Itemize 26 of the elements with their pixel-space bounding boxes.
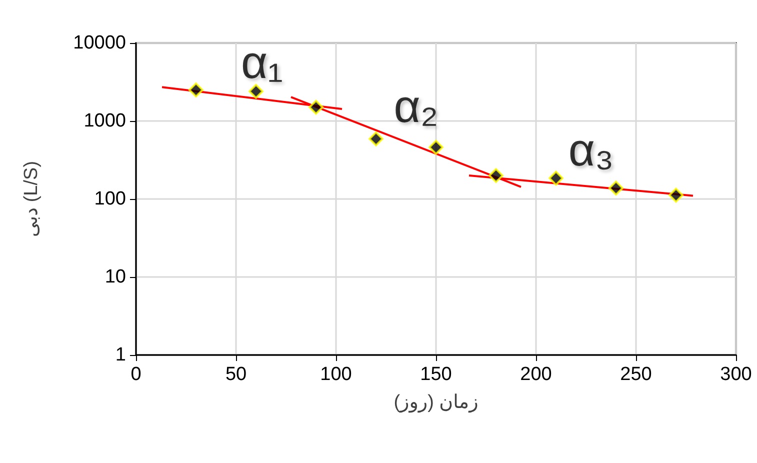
x-tick-label: 50 — [225, 364, 247, 385]
annotation: α₁ — [240, 36, 284, 88]
point — [188, 82, 204, 98]
y-tick-label: 10 — [104, 266, 126, 288]
point — [368, 131, 384, 146]
y-axis-title: دبی (L/S) — [21, 160, 42, 238]
annotation: α₂ — [394, 80, 438, 132]
x-tick-label: 0 — [130, 364, 142, 385]
annotation: α₃ — [568, 124, 614, 176]
x-tick-label: 250 — [620, 364, 652, 385]
x-tick-label: 300 — [720, 364, 752, 385]
point — [488, 168, 504, 184]
point — [668, 188, 684, 203]
point — [248, 84, 264, 99]
x-tick-label: 150 — [420, 364, 452, 385]
point — [548, 170, 564, 186]
point — [428, 140, 444, 155]
x-tick-label: 200 — [520, 364, 552, 385]
y-tick-label: 1000 — [84, 110, 126, 132]
x-axis-title: زمان (روز) — [394, 392, 478, 413]
point — [308, 100, 324, 115]
y-tick-label: 1 — [115, 344, 126, 366]
point — [608, 180, 624, 196]
y-tick-label: 10000 — [73, 32, 126, 54]
y-tick-label: 100 — [94, 188, 126, 210]
x-tick-label: 100 — [320, 364, 352, 385]
